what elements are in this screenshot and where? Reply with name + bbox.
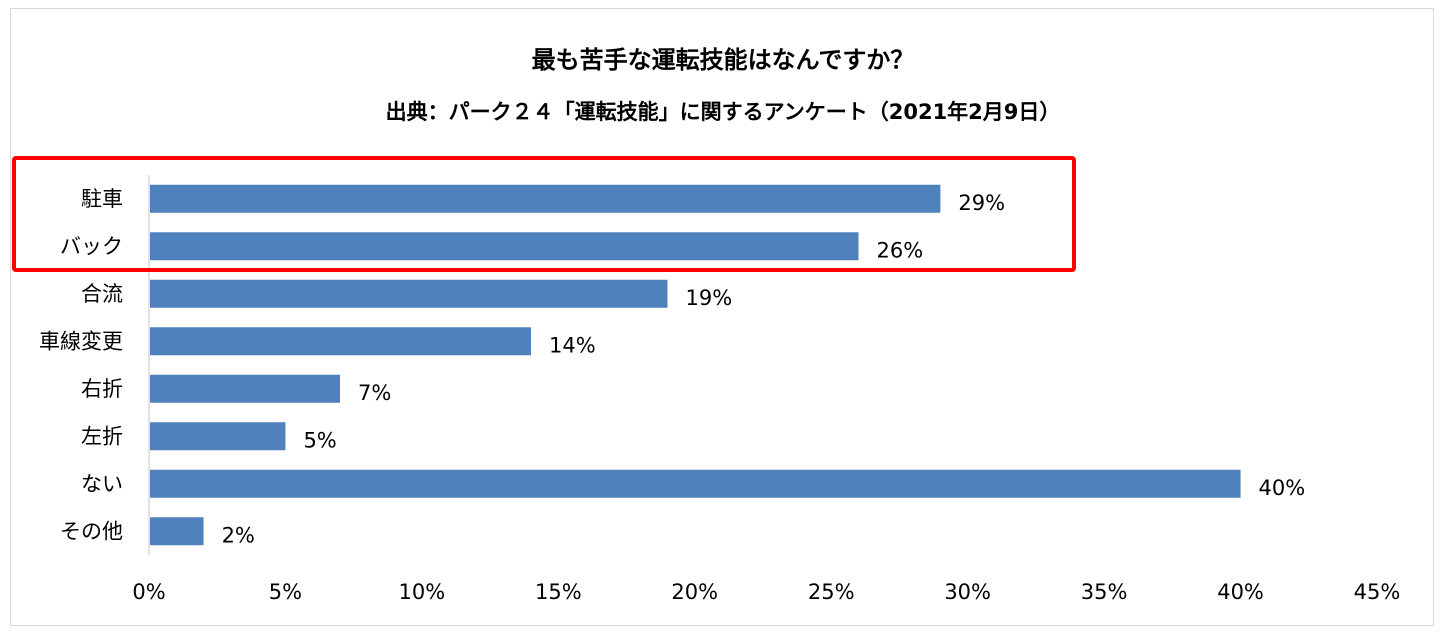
x-tick-label: 45% <box>1354 580 1401 604</box>
bar <box>150 184 941 213</box>
data-label: 26% <box>877 238 924 262</box>
bar <box>150 422 286 451</box>
data-label: 7% <box>358 381 391 405</box>
x-tick-label: 10% <box>399 580 446 604</box>
bar <box>150 517 204 546</box>
bar <box>150 327 532 356</box>
category-label: ない <box>81 472 123 496</box>
bar <box>150 279 668 308</box>
category-label: 駐車 <box>81 187 123 211</box>
category-label: バック <box>60 234 123 258</box>
category-label: 右折 <box>81 377 123 401</box>
data-label: 19% <box>685 286 732 310</box>
chart-title: 最も苦手な運転技能はなんですか？ <box>531 46 915 74</box>
bar <box>150 374 341 403</box>
x-tick-label: 15% <box>535 580 582 604</box>
chart-frame <box>10 8 1434 626</box>
x-tick-label: 30% <box>944 580 991 604</box>
category-label: 合流 <box>81 282 123 306</box>
x-tick-label: 0% <box>132 580 165 604</box>
chart-subtitle: 出典：パーク２４「運転技能」に関するアンケート（2021年2月9日） <box>385 100 1061 124</box>
category-label: その他 <box>60 519 123 543</box>
x-tick-label: 20% <box>671 580 718 604</box>
x-tick-label: 5% <box>269 580 302 604</box>
highlight-box <box>12 156 1076 272</box>
bar <box>150 232 859 261</box>
bar <box>150 469 1241 498</box>
data-label: 5% <box>303 428 336 452</box>
data-label: 40% <box>1259 476 1306 500</box>
data-label: 2% <box>222 523 255 547</box>
x-tick-label: 40% <box>1217 580 1264 604</box>
data-label: 14% <box>549 333 596 357</box>
x-tick-label: 25% <box>808 580 855 604</box>
category-label: 左折 <box>81 424 123 448</box>
category-label: 車線変更 <box>39 329 123 353</box>
x-tick-label: 35% <box>1081 580 1128 604</box>
data-label: 29% <box>958 191 1005 215</box>
